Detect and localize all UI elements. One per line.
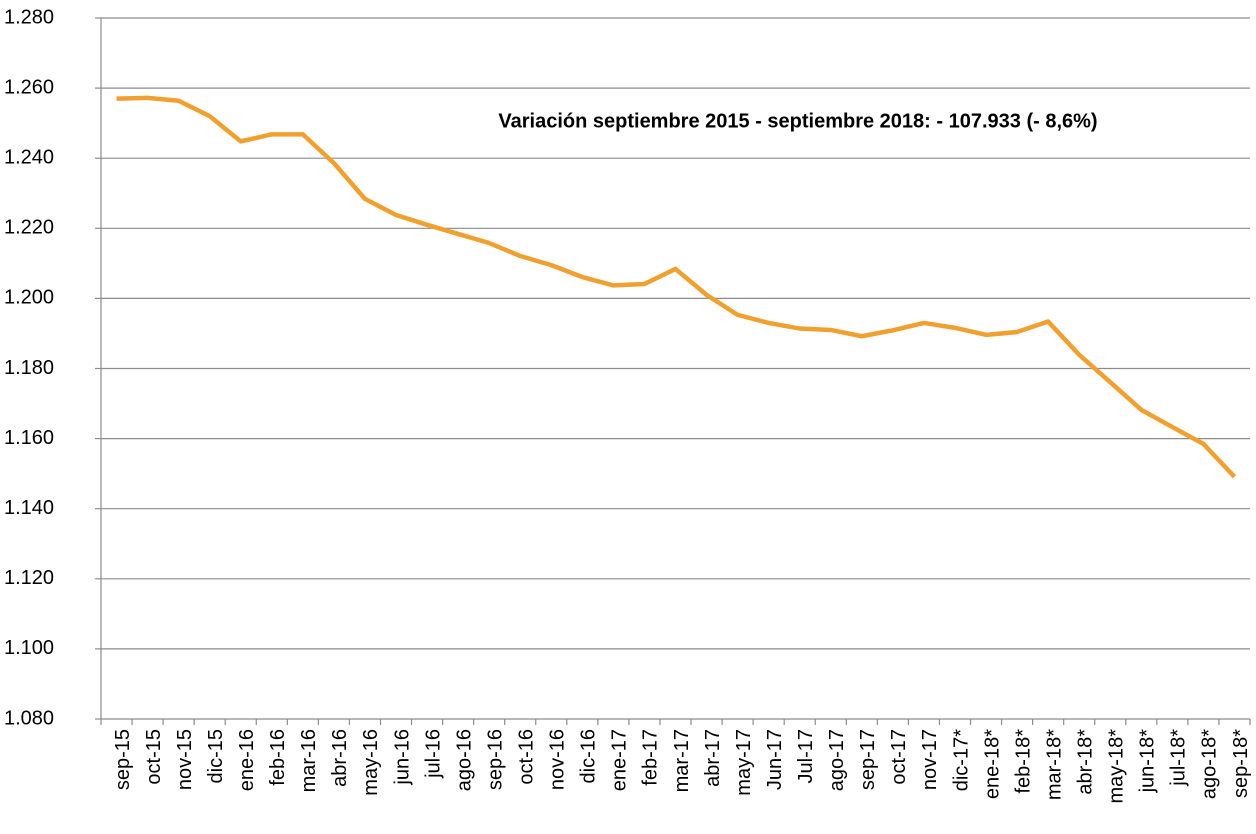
x-tick-label: dic-16: [578, 729, 600, 783]
x-tick-label: mar-17: [671, 729, 693, 792]
x-tick-label: abr-16: [329, 729, 351, 787]
x-tick-label: jul-16: [422, 729, 444, 779]
x-tick-label: Jul-17: [795, 729, 817, 783]
x-tick-label: abr-18*: [1074, 729, 1096, 795]
x-tick-label: mar-16: [298, 729, 320, 792]
x-tick-label: may-17: [733, 729, 755, 796]
x-tick-label: ene-17: [609, 729, 631, 791]
y-tick-label: 1.280: [4, 6, 54, 28]
x-tick-label: abr-17: [702, 729, 724, 787]
y-tick-label: 1.260: [4, 76, 54, 98]
series-line: [116, 95, 1237, 479]
x-tick-label: ago-16: [453, 729, 475, 791]
x-tick-label: jul-18*: [1168, 729, 1190, 787]
x-tick-label: sep-15: [112, 729, 134, 790]
x-tick-label: nov-17: [919, 729, 941, 790]
y-tick-label: 1.240: [4, 146, 54, 168]
x-tick-label: sep-16: [484, 729, 506, 790]
x-tick-label: may-18*: [1106, 729, 1128, 804]
x-tick-label: Jun-17: [764, 729, 786, 790]
x-tick-label: nov-15: [174, 729, 196, 790]
x-tick-label: feb-17: [640, 729, 662, 786]
y-tick-label: 1.220: [4, 217, 54, 239]
x-tick-label: mar-18*: [1043, 729, 1065, 800]
y-tick-label: 1.080: [4, 707, 54, 729]
x-tick-label: jun-16: [391, 729, 413, 786]
x-tick-label: ene-16: [236, 729, 258, 791]
x-tick-label: ago-17: [826, 729, 848, 791]
x-tick-label: nov-16: [547, 729, 569, 790]
x-tick-label: ene-18*: [981, 729, 1003, 799]
x-tick-label: may-16: [360, 729, 382, 796]
x-tick-label: jun-18*: [1137, 729, 1159, 794]
x-tick-label: sep-17: [857, 729, 879, 790]
y-tick-label: 1.120: [4, 567, 54, 589]
x-tick-label: dic-17*: [950, 729, 972, 791]
x-tick-label: sep-18*: [1230, 729, 1252, 798]
y-tick-label: 1.100: [4, 637, 54, 659]
y-tick-label: 1.160: [4, 427, 54, 449]
x-tick-label: ago-18*: [1199, 729, 1221, 799]
y-tick-label: 1.200: [4, 287, 54, 309]
x-tick-label: oct-15: [143, 729, 165, 785]
x-tick-label: feb-16: [267, 729, 289, 786]
x-tick-label: feb-18*: [1012, 729, 1034, 794]
y-tick-label: 1.140: [4, 497, 54, 519]
x-tick-label: oct-17: [888, 729, 910, 785]
x-tick-label: dic-15: [205, 729, 227, 783]
x-tick-label: oct-16: [516, 729, 538, 785]
annotation: Variación septiembre 2015 - septiembre 2…: [498, 110, 1097, 132]
y-tick-label: 1.180: [4, 357, 54, 379]
